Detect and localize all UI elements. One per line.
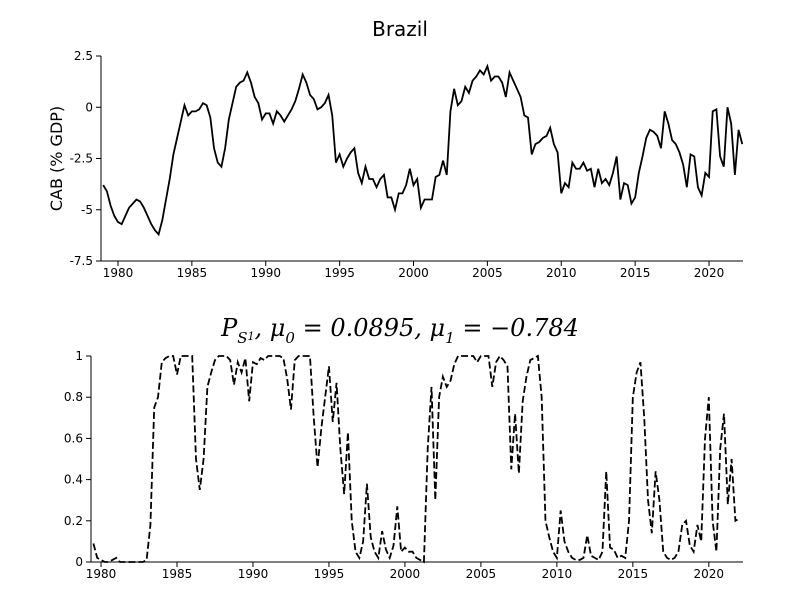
chart-title: Brazil [372, 17, 428, 41]
y-tick-label: -5 [81, 203, 93, 217]
title-part: = −0.784 [455, 314, 579, 342]
y-tick-label: 0.4 [64, 473, 83, 487]
y-tick-label: -7.5 [70, 254, 93, 268]
title-part: S [237, 329, 247, 347]
y-axis-label: CAB (% GDP) [47, 106, 66, 211]
title-part: 1 [445, 329, 455, 347]
x-tick-label: 1980 [103, 266, 134, 280]
x-tick-label: 1985 [177, 266, 208, 280]
x-tick-label: 1990 [238, 567, 269, 581]
title-part: P [220, 314, 238, 342]
x-tick-label: 2000 [390, 567, 421, 581]
y-tick-label: -2.5 [70, 152, 93, 166]
x-tick-label: 1995 [314, 567, 345, 581]
data-line [102, 63, 744, 237]
x-tick-label: 2010 [542, 567, 573, 581]
x-tick-label: 2015 [620, 266, 651, 280]
title-part: 1 [248, 330, 255, 343]
y-tick-label: 1 [75, 349, 83, 363]
x-tick-label: 2005 [466, 567, 497, 581]
y-tick-label: 2.5 [74, 49, 93, 63]
x-tick-label: 1990 [250, 266, 281, 280]
x-tick-label: 2000 [398, 266, 429, 280]
title-part: = 0.0895, μ [295, 314, 445, 342]
title-part: 0 [285, 329, 295, 347]
chart-title: PS1, μ0 = 0.0895, μ1 = −0.784 [220, 314, 579, 347]
x-tick-label: 2020 [694, 266, 725, 280]
y-tick-label: 0.8 [64, 390, 83, 404]
x-tick-label: 2005 [472, 266, 503, 280]
y-tick-label: 0.2 [64, 514, 83, 528]
x-tick-label: 1985 [162, 567, 193, 581]
y-tick-label: 0.6 [64, 431, 83, 445]
x-tick-label: 2020 [694, 567, 725, 581]
y-tick-label: 0 [75, 555, 83, 569]
x-tick-label: 2015 [618, 567, 649, 581]
y-tick-label: 0 [85, 100, 93, 114]
x-tick-label: 1995 [324, 266, 355, 280]
data-line [92, 354, 740, 564]
x-tick-label: 2010 [546, 266, 577, 280]
x-tick-label: 1980 [86, 567, 117, 581]
title-part: , μ [255, 314, 286, 342]
